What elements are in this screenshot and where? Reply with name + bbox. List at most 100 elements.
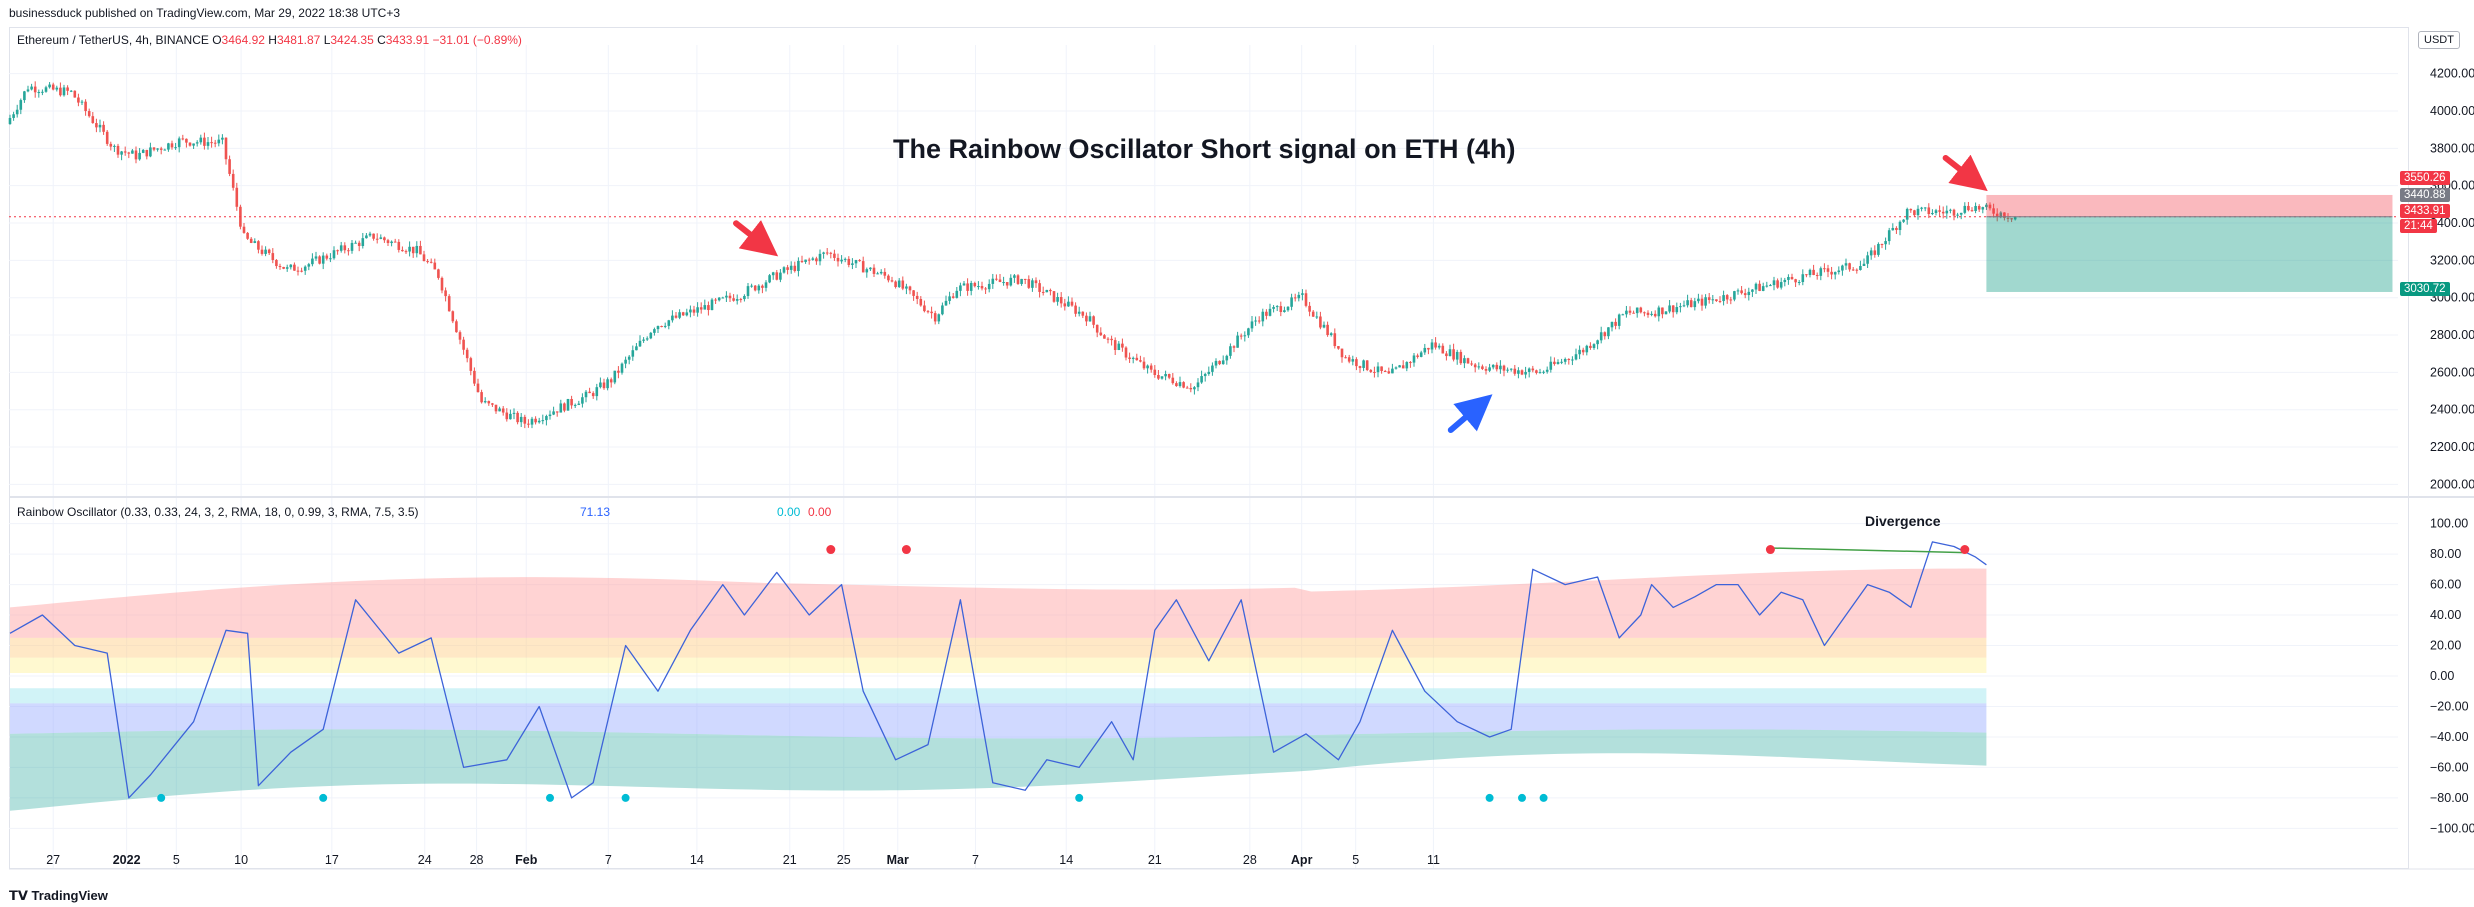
low-value: 3424.35 xyxy=(330,33,374,47)
candle-body xyxy=(627,356,631,360)
candle-body xyxy=(1513,368,1517,374)
candle-body xyxy=(876,273,879,275)
time-axis[interactable]: 27 2022 5 10 17 24 28 Feb 7 14 21 25 Mar 7 14 21 28 Apr 5 1… xyxy=(46,853,1440,867)
candle-body xyxy=(30,86,33,90)
candle-body xyxy=(167,143,170,150)
chart-title: The Rainbow Oscillator Short signal on E… xyxy=(893,134,1516,164)
candle-body xyxy=(1117,343,1121,350)
candle-body xyxy=(829,252,833,254)
candle-body xyxy=(1538,372,1542,374)
candle-body xyxy=(383,237,386,241)
candle-body xyxy=(1553,361,1556,365)
candle-body xyxy=(743,296,746,300)
candle-body xyxy=(501,408,505,413)
time-tick-label: 21 xyxy=(1148,853,1162,867)
candle-body xyxy=(192,143,195,146)
candle-body xyxy=(1095,324,1099,333)
candle-body xyxy=(1592,344,1596,348)
candle-body xyxy=(260,249,264,254)
candle-body xyxy=(782,267,786,273)
tradingview-logo[interactable]: 𝗧𝗩 TradingView xyxy=(9,888,108,904)
candle-body xyxy=(127,152,131,154)
time-tick-label: 7 xyxy=(605,853,612,867)
oscillator-series xyxy=(9,541,1987,799)
oscillator-line xyxy=(9,541,1987,799)
candle-body xyxy=(1884,241,1887,245)
time-tick-label: 14 xyxy=(690,853,704,867)
candle-body xyxy=(1365,360,1369,371)
candle-body xyxy=(437,269,440,278)
candle-body xyxy=(325,255,329,259)
candle-body xyxy=(1153,369,1157,375)
candle-body xyxy=(332,250,336,259)
candle-body xyxy=(1610,321,1614,328)
candle-body xyxy=(1743,293,1747,296)
candle-body xyxy=(397,241,401,250)
candle-body xyxy=(1963,205,1967,213)
candle-body xyxy=(242,226,246,233)
candle-body xyxy=(429,261,433,263)
candle-body xyxy=(660,326,663,328)
candle-body xyxy=(138,152,141,160)
candle-body xyxy=(1747,291,1751,296)
annotation-arrow-icon xyxy=(1942,154,1988,192)
candle-body xyxy=(1257,320,1261,322)
candle-body xyxy=(764,282,768,288)
candle-body xyxy=(937,314,941,322)
candle-body xyxy=(656,326,660,330)
oscillator-axis[interactable]: 100.00 80.00 60.00 40.00 20.00 0.00 −20.00 −40.… xyxy=(2430,517,2474,836)
candle-body xyxy=(113,145,116,147)
candle-body xyxy=(674,315,678,318)
candle-body xyxy=(1509,368,1513,370)
candle-body xyxy=(519,416,523,423)
candle-body xyxy=(606,379,609,389)
candle-body xyxy=(1646,312,1650,315)
candle-body xyxy=(1736,290,1740,292)
osc-tick-label: 20.00 xyxy=(2430,639,2461,653)
candle-body xyxy=(1304,293,1308,306)
oscillator-value-3: 0.00 xyxy=(808,505,832,519)
candle-body xyxy=(1819,268,1823,276)
time-tick-label: 27 xyxy=(46,853,60,867)
candle-body xyxy=(1772,280,1776,286)
short-position-tool[interactable] xyxy=(9,194,2398,292)
candle-body xyxy=(789,265,793,270)
signal-dot-cyan xyxy=(1075,793,1084,802)
candle-body xyxy=(746,286,750,297)
candle-body xyxy=(577,403,581,405)
candle-body xyxy=(483,401,487,403)
candle-body xyxy=(717,297,721,301)
divergence-label: Divergence xyxy=(1865,513,1941,529)
currency-label[interactable]: USDT xyxy=(2418,31,2460,49)
candle-body xyxy=(1988,204,1992,209)
price-tick-label: 4000.00 xyxy=(2430,104,2474,118)
candle-body xyxy=(289,264,293,268)
candle-body xyxy=(1851,269,1855,271)
candle-body xyxy=(890,280,894,282)
candle-body xyxy=(1556,362,1560,365)
tv-logo-text: TradingView xyxy=(31,888,108,903)
candle-body xyxy=(1887,230,1891,242)
candle-body xyxy=(419,245,422,255)
candle-body xyxy=(1131,357,1135,359)
candle-body xyxy=(185,138,188,143)
candle-body xyxy=(1463,358,1466,364)
price-axis[interactable]: 4200.004000.003800.003600.003400.003200.… xyxy=(2430,67,2474,492)
candle-body xyxy=(278,266,282,268)
candle-body xyxy=(1617,314,1621,326)
candle-body xyxy=(1621,314,1625,316)
candle-body xyxy=(1664,311,1668,315)
candle-body xyxy=(404,251,408,253)
candle-body xyxy=(1250,321,1254,329)
candle-body xyxy=(537,420,541,423)
candle-body xyxy=(1837,270,1841,273)
candle-body xyxy=(12,114,15,118)
candle-body xyxy=(105,131,109,144)
candle-body xyxy=(1419,352,1423,357)
candle-body xyxy=(1103,335,1106,339)
candle-body xyxy=(1970,210,1974,212)
candle-body xyxy=(1779,282,1783,288)
candle-body xyxy=(365,235,368,239)
candle-body xyxy=(170,143,174,148)
